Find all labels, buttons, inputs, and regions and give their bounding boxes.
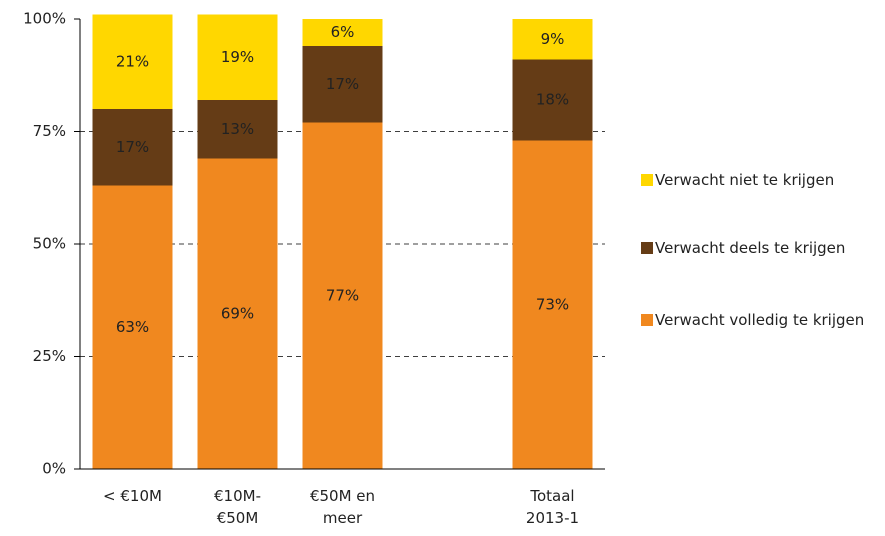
data-label: 17%: [326, 75, 359, 93]
y-tick-label: 100%: [23, 10, 66, 28]
x-tick-label: €50M en meer: [309, 487, 376, 527]
data-label: 17%: [116, 138, 149, 156]
legend-label: Verwacht deels te krijgen: [655, 239, 846, 257]
y-tick-label: 25%: [33, 347, 66, 365]
legend-label: Verwacht volledig te krijgen: [655, 311, 865, 329]
bar-segment: [512, 19, 593, 60]
bar-segment: [92, 14, 173, 109]
x-tick-label: Totaal 2013-1: [525, 487, 580, 527]
y-tick-label: 50%: [33, 235, 66, 253]
legend-swatch: [641, 242, 653, 254]
data-label: 69%: [221, 304, 254, 322]
data-label: 9%: [541, 30, 565, 48]
bar-segment: [302, 46, 383, 123]
bar-segment: [92, 185, 173, 469]
x-tick-label: €10M-€50M: [214, 487, 261, 527]
data-label: 77%: [326, 286, 359, 304]
bar-segment: [92, 109, 173, 186]
data-label: 63%: [116, 318, 149, 336]
bar-segment: [512, 140, 593, 469]
x-tick-label: < €10M: [103, 487, 162, 505]
y-tick-label: 75%: [33, 122, 66, 140]
bar-segment: [302, 19, 383, 46]
data-label: 18%: [536, 91, 569, 109]
bar-segment: [197, 14, 278, 100]
data-label: 19%: [221, 48, 254, 66]
legend-swatch: [641, 314, 653, 326]
bar-segment: [197, 158, 278, 469]
y-tick-label: 0%: [42, 460, 66, 478]
data-label: 6%: [331, 23, 355, 41]
data-label: 21%: [116, 52, 149, 70]
legend-label: Verwacht niet te krijgen: [655, 171, 835, 189]
data-label: 13%: [221, 120, 254, 138]
bar-segment: [197, 100, 278, 159]
data-label: 73%: [536, 295, 569, 313]
bar-segment: [302, 122, 383, 469]
legend-swatch: [641, 174, 653, 186]
bar-segment: [512, 59, 593, 141]
